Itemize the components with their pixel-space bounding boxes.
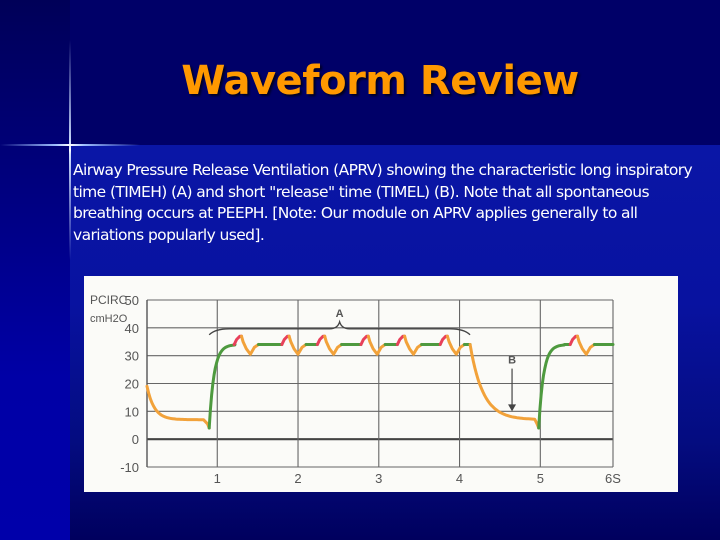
y-tick-label: 30 xyxy=(125,349,139,364)
arrow-down-icon xyxy=(508,404,517,412)
x-tick-label: 1 xyxy=(214,471,221,486)
waveform-segment xyxy=(287,334,308,356)
y-axis-label-pcirc: PCIRC xyxy=(90,293,128,307)
slide-description: Airway Pressure Release Ventilation (APR… xyxy=(73,161,693,244)
waveform-segment xyxy=(403,334,424,356)
y-tick-label: 50 xyxy=(125,293,139,308)
waveform-segment xyxy=(366,334,387,356)
y-tick-label: 10 xyxy=(125,404,139,419)
y-tick-label: 20 xyxy=(125,377,139,392)
waveform-segment xyxy=(240,334,260,356)
chart-svg: 50 40 30 20 10 0 -10 1 2 3 4 5 6S A B PCIRC cmH2O xyxy=(90,293,621,486)
waveform-segment xyxy=(145,384,211,430)
waveform-chart: 50 40 30 20 10 0 -10 1 2 3 4 5 6S A B PCIRC cmH2O xyxy=(84,276,678,492)
x-tick-label: 6S xyxy=(605,471,621,486)
star-flare-decoration xyxy=(69,40,71,260)
x-tick-label: 4 xyxy=(456,471,463,486)
x-tick-label: 2 xyxy=(294,471,301,486)
waveform-segment xyxy=(576,334,596,356)
y-tick-label: 40 xyxy=(125,321,139,336)
annotation-label-b: B xyxy=(508,355,516,367)
y-axis-label-units: cmH2O xyxy=(90,313,128,325)
annotation-label-a: A xyxy=(336,308,344,320)
slide-title: Waveform Review xyxy=(181,58,579,104)
waveform-segment xyxy=(537,343,566,430)
x-tick-label: 5 xyxy=(537,471,544,486)
x-tick-label: 3 xyxy=(375,471,382,486)
background-title-band xyxy=(70,0,720,145)
waveform-segment xyxy=(207,343,237,430)
waveform-segment xyxy=(468,343,541,430)
y-tick-label: 0 xyxy=(132,432,139,447)
bracket-a xyxy=(208,319,471,336)
background-left-strip xyxy=(0,0,70,540)
y-tick-label: -10 xyxy=(120,460,139,475)
waveform-segment xyxy=(323,334,344,356)
star-flare-decoration-horizontal xyxy=(0,144,140,146)
waveform-segment xyxy=(445,334,466,356)
